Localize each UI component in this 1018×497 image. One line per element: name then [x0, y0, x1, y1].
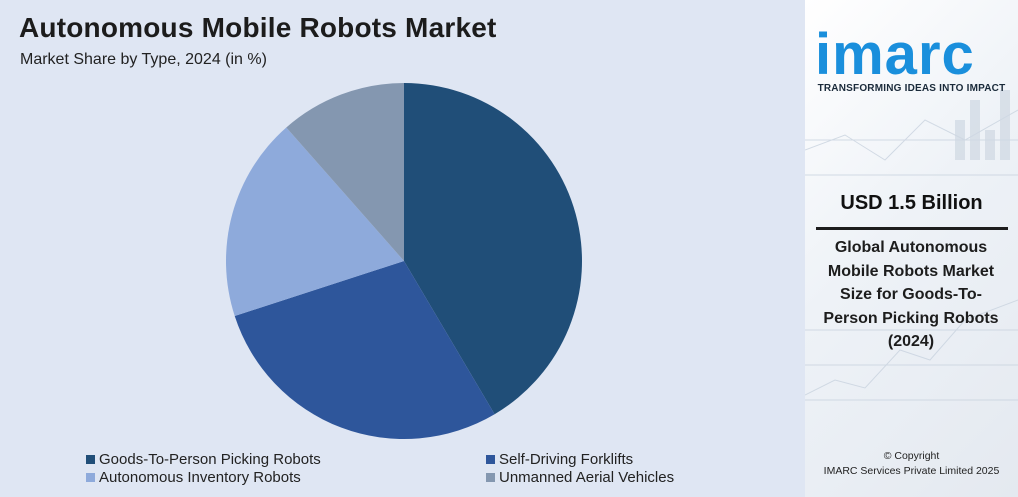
- background-graph-decoration: [805, 90, 1018, 401]
- info-panel: imarc TRANSFORMING IDEAS INTO IMPACT USD…: [805, 0, 1018, 497]
- copyright-line-1: © Copyright: [883, 450, 940, 462]
- legend-item-1: Self-Driving Forklifts: [486, 451, 633, 468]
- chart-subtitle: Market Share by Type, 2024 (in %): [20, 51, 267, 68]
- pie-slice-self-driving-forklifts: [234, 261, 495, 440]
- pie-chart: [225, 83, 582, 440]
- legend-item-2: Autonomous Inventory Robots: [86, 469, 301, 486]
- chart-panel: Autonomous Mobile Robots Market Market S…: [0, 0, 805, 497]
- legend-swatch-0: [86, 455, 95, 464]
- legend-label-2: Autonomous Inventory Robots: [99, 469, 301, 486]
- legend-swatch-1: [486, 455, 495, 464]
- chart-title: Autonomous Mobile Robots Market: [19, 12, 497, 43]
- legend-item-0: Goods-To-Person Picking Robots: [86, 451, 321, 468]
- legend-item-3: Unmanned Aerial Vehicles: [486, 469, 674, 486]
- pie-slice-unmanned-aerial-vehicles: [286, 83, 404, 261]
- pie-slice-autonomous-inventory-robots: [225, 127, 404, 317]
- imarc-logo: imarc: [815, 22, 975, 82]
- legend-label-0: Goods-To-Person Picking Robots: [99, 451, 321, 468]
- tagline: TRANSFORMING IDEAS INTO IMPACT: [817, 83, 1006, 94]
- copyright-line-2: IMARC Services Private Limited 2025: [823, 465, 1000, 477]
- divider: [816, 227, 1008, 230]
- chart-legend: Goods-To-Person Picking Robots Self-Driv…: [86, 451, 786, 491]
- copyright: © Copyright IMARC Services Private Limit…: [805, 449, 1018, 479]
- legend-swatch-3: [486, 473, 495, 482]
- legend-label-1: Self-Driving Forklifts: [499, 451, 634, 468]
- pie-slice-goods-to-person-picking-robots: [404, 83, 582, 415]
- legend-label-3: Unmanned Aerial Vehicles: [499, 469, 675, 486]
- market-value: USD 1.5 Billion: [840, 192, 983, 214]
- legend-swatch-2: [86, 473, 95, 482]
- market-description: Global Autonomous Mobile Robots Market S…: [823, 239, 999, 350]
- logo-text: imarc: [815, 22, 975, 82]
